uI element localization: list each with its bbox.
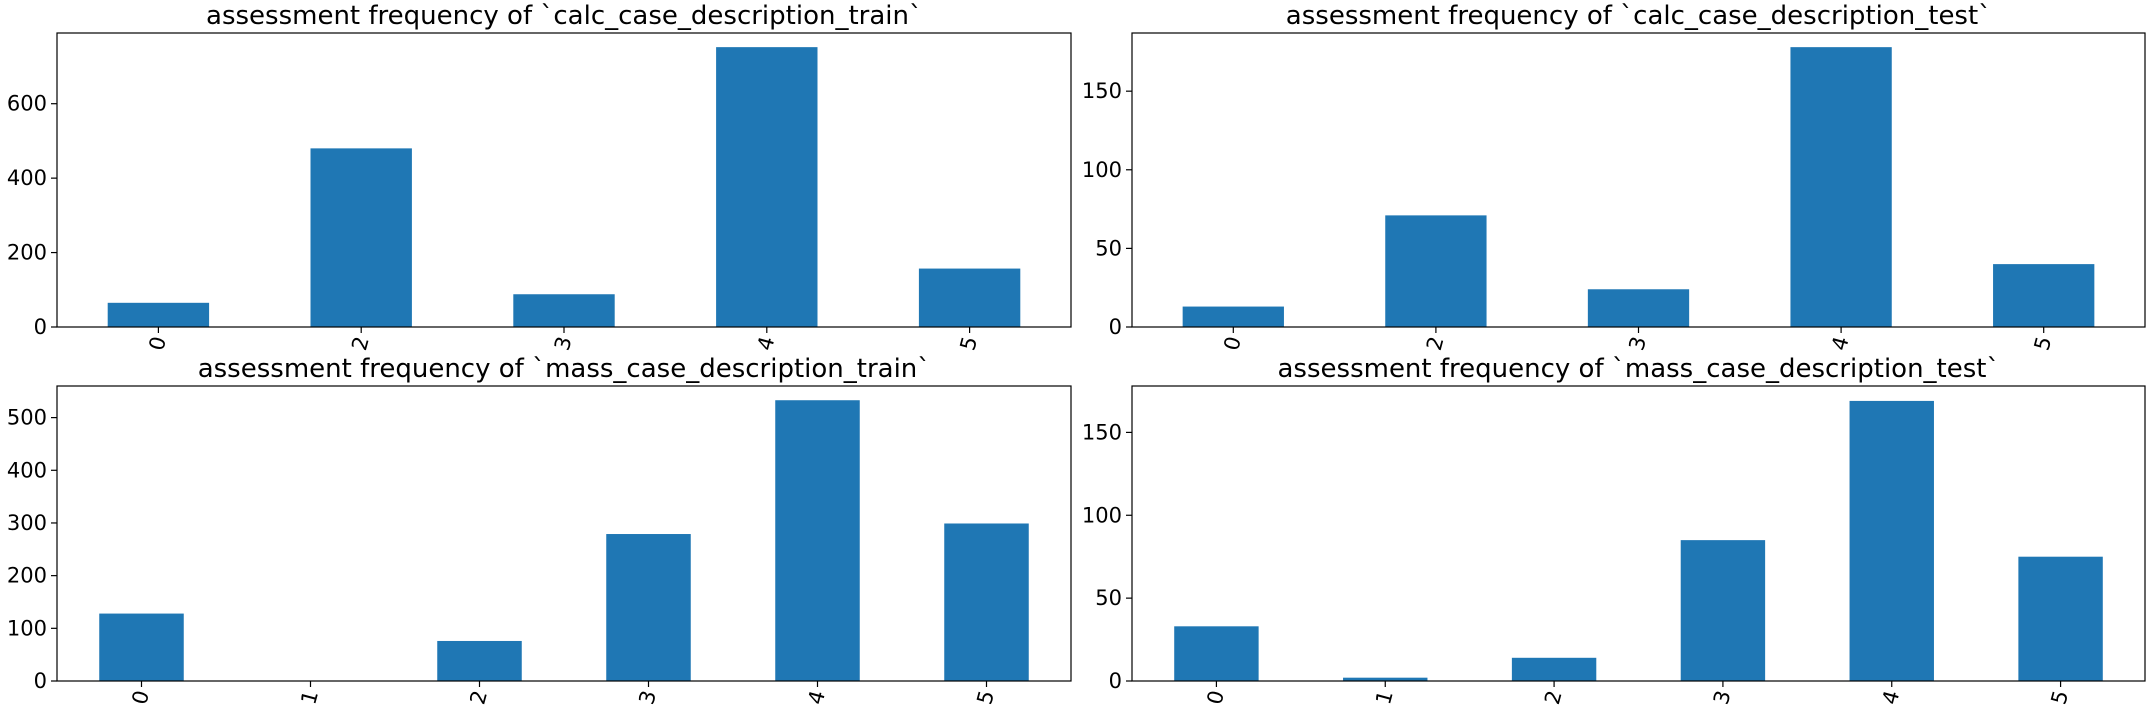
chart-calc-train: assessment frequency of `calc_case_descr… [7, 1, 1072, 353]
y-tick-label: 0 [34, 315, 47, 339]
bar [99, 613, 184, 681]
x-tick-label: 0 [1219, 334, 1246, 353]
bar [775, 400, 860, 681]
y-tick-label: 0 [1109, 669, 1122, 693]
y-tick-label: 100 [1082, 158, 1122, 182]
bar [1511, 657, 1597, 681]
bar [513, 294, 615, 327]
y-tick-label: 400 [7, 458, 47, 482]
y-tick-label: 100 [7, 616, 47, 640]
axes-frame [1131, 385, 2146, 682]
y-tick-label: 100 [1082, 503, 1122, 527]
x-tick-label: 0 [144, 334, 171, 353]
y-tick-label: 150 [1082, 79, 1122, 103]
x-tick-label: 5 [956, 334, 983, 353]
bar [1343, 677, 1428, 681]
x-tick-label: 4 [1827, 334, 1854, 353]
x-tick-label: 2 [1422, 334, 1449, 353]
axes-frame [56, 385, 1072, 682]
x-tick-label: 3 [1624, 334, 1651, 353]
chart-title: assessment frequency of `mass_case_descr… [1278, 354, 2000, 384]
bar [1680, 540, 1766, 681]
x-tick-label: 5 [2047, 688, 2074, 707]
bar [1385, 215, 1487, 327]
x-tick-label: 0 [127, 688, 154, 707]
bar [107, 302, 210, 327]
chart-title: assessment frequency of `mass_case_descr… [198, 354, 931, 384]
y-tick-label: 400 [7, 166, 47, 190]
bar [1182, 306, 1284, 327]
y-tick-label: 200 [7, 241, 47, 265]
bar [2018, 556, 2103, 681]
x-tick-label: 3 [550, 334, 577, 353]
bar [1587, 289, 1690, 327]
y-tick-label: 200 [7, 564, 47, 588]
y-tick-label: 0 [1109, 315, 1122, 339]
bar [918, 268, 1021, 327]
x-tick-label: 4 [803, 688, 830, 707]
x-tick-label: 5 [2030, 334, 2057, 353]
x-tick-label: 3 [1709, 688, 1736, 707]
y-tick-label: 600 [7, 92, 47, 116]
x-tick-label: 3 [634, 688, 661, 707]
x-tick-label: 1 [1371, 688, 1398, 707]
x-tick-label: 5 [972, 688, 999, 707]
x-tick-label: 1 [296, 688, 323, 707]
y-tick-label: 300 [7, 511, 47, 535]
x-tick-label: 2 [347, 334, 374, 353]
y-tick-label: 50 [1095, 236, 1122, 260]
bar [606, 534, 691, 681]
x-tick-label: 2 [465, 688, 492, 707]
y-tick-label: 0 [34, 669, 47, 693]
chart-mass-test: assessment frequency of `mass_case_descr… [1082, 354, 2146, 707]
y-tick-label: 150 [1082, 420, 1122, 444]
y-tick-label: 50 [1095, 586, 1122, 610]
chart-title: assessment frequency of `calc_case_descr… [1286, 1, 1991, 31]
bar [437, 640, 522, 681]
bar [310, 148, 412, 327]
x-tick-label: 4 [753, 334, 780, 353]
chart-mass-train: assessment frequency of `mass_case_descr… [7, 354, 1072, 707]
bar [1174, 626, 1259, 681]
bar [944, 523, 1029, 681]
y-tick-label: 500 [7, 406, 47, 430]
bar [1849, 400, 1934, 681]
bar [1790, 47, 1892, 328]
x-tick-label: 0 [1202, 688, 1229, 707]
bar [716, 47, 818, 327]
x-tick-label: 2 [1540, 688, 1567, 707]
chart-title: assessment frequency of `calc_case_descr… [206, 1, 922, 31]
x-tick-label: 4 [1878, 688, 1905, 707]
chart-calc-test: assessment frequency of `calc_case_descr… [1082, 1, 2146, 353]
bar [1993, 264, 2095, 327]
